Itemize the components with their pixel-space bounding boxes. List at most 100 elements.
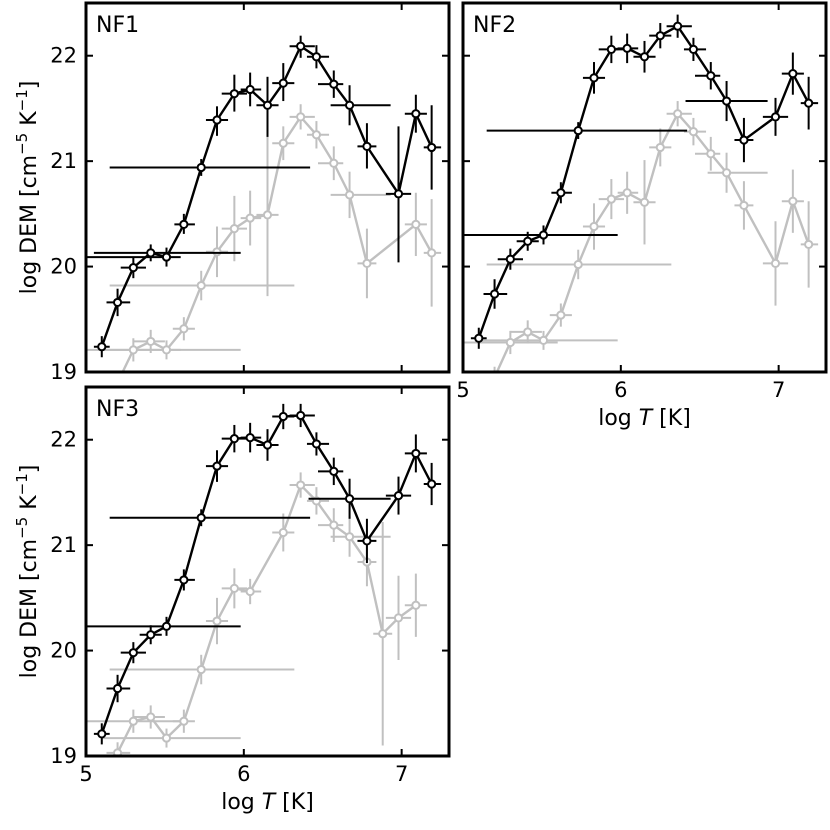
data-point-gray [378,629,388,639]
data-point-gray [622,188,632,198]
data-point-gray [128,345,138,355]
data-point-gray [161,345,172,355]
y-axis-title: log DEM [cm−5 K−1] [13,81,42,295]
data-point-black [688,44,699,54]
data-point-black [344,494,355,504]
panel-label: NF3 [96,397,139,422]
series-line-gray [121,115,433,372]
data-point-black [427,479,437,489]
data-point-black [427,142,437,153]
series-gray [86,472,427,756]
x-tick-label: 7 [772,378,785,402]
y-tick-label: 22 [50,44,77,68]
series-line-gray [116,483,417,754]
data-point-black [262,440,273,450]
series-gray [86,104,442,393]
data-point-gray [411,600,421,610]
y-tick-label: 19 [50,744,77,768]
data-point-black [393,189,404,199]
data-point-gray [329,520,339,530]
data-point-black [212,115,222,125]
y-tick-label: 20 [50,639,77,663]
data-point-black [146,630,156,640]
y-tick-label: 20 [50,255,77,279]
data-point-black [556,188,566,198]
plot-area [463,14,819,372]
data-point-black [262,100,273,110]
data-point-black [523,236,533,246]
data-point-gray [161,733,172,743]
data-point-black [196,513,206,523]
data-point-black [179,219,189,229]
plot-area [86,403,442,756]
panel-frame [84,385,451,758]
data-point-black [721,96,732,106]
data-point-black [229,89,239,99]
data-point-black [229,434,239,444]
data-point-black [311,52,322,62]
data-point-gray [179,716,189,726]
data-point-gray [196,280,206,291]
x-tick-label: 5 [79,762,92,786]
x-tick-label: 6 [614,378,627,402]
data-point-black [212,461,222,471]
data-point-black [362,536,372,546]
data-point-black [128,648,138,658]
plot-area [86,35,442,393]
y-tick-label: 21 [50,149,77,173]
data-point-gray [128,716,138,726]
error-bar-gray [330,171,391,219]
series-black [463,14,819,349]
data-point-black [573,125,583,136]
data-point-gray [770,258,781,269]
error-bar-gray [107,372,131,393]
data-point-gray [721,168,732,178]
data-point-black [329,466,339,476]
error-bar-black [486,122,688,140]
data-point-black [474,333,484,343]
data-point-gray [411,219,421,229]
data-point-black [161,621,172,631]
x-axis-title: log T [K] [598,406,691,431]
data-point-gray [329,158,339,168]
data-point-gray [739,200,749,211]
data-point-black [278,411,288,422]
x-tick-label: 6 [237,762,250,786]
panel-frame [84,1,451,374]
data-point-gray [296,480,306,490]
data-point-black [161,252,172,262]
data-point-gray [673,109,683,119]
panel-nf2: 5 6 7 NF2 log T [K] [456,1,828,431]
data-point-black [329,79,339,89]
data-point-black [639,52,650,62]
data-point-gray [589,221,599,232]
data-point-gray [788,196,798,206]
data-point-gray [229,224,239,234]
data-point-gray [639,197,650,207]
data-point-gray [212,247,222,257]
data-point-black [505,254,515,264]
data-point-black [606,44,616,54]
data-point-black [362,141,372,151]
data-point-gray [278,527,288,538]
error-bar-gray [493,366,496,372]
data-point-gray [146,712,156,722]
x-tick-label: 5 [456,378,469,402]
data-point-gray [196,664,206,675]
data-point-black [278,78,288,88]
data-point-gray [427,248,437,258]
data-point-black [296,410,306,421]
y-tick-label: 22 [50,428,77,452]
data-point-black [589,73,599,83]
data-point-black [393,490,404,501]
data-point-black [146,248,156,258]
data-point-black [97,729,107,739]
panel-label: NF2 [473,13,516,38]
data-point-gray [146,336,156,347]
data-point-gray [212,616,222,626]
data-point-gray [556,310,566,320]
data-point-black [112,297,123,308]
data-point-gray [655,142,665,153]
data-point-black [489,289,500,299]
data-point-black [112,683,123,694]
